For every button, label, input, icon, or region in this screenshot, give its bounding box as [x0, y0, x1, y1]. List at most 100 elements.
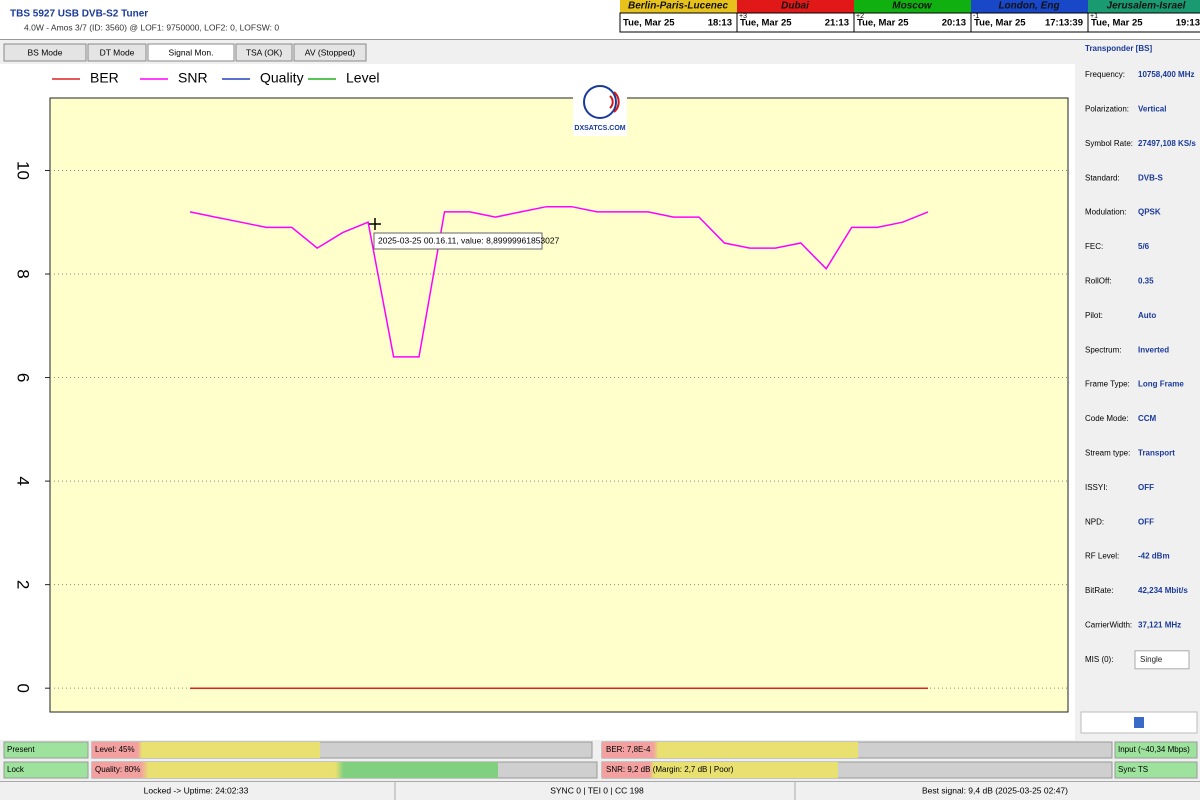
- tab-label[interactable]: AV (Stopped): [305, 47, 356, 57]
- tab[interactable]: [87, 43, 147, 62]
- field-label: ISSYI:: [1085, 483, 1108, 492]
- field-value: 37,121 MHz: [1138, 621, 1181, 630]
- field-label: Frequency:: [1085, 70, 1125, 79]
- field-value: Long Frame: [1138, 380, 1184, 389]
- field-value: Vertical: [1138, 105, 1166, 114]
- clock-header: [971, 0, 1088, 13]
- clock-city: Jerusalem-Israel: [1107, 1, 1186, 12]
- field-label: NPD:: [1085, 517, 1104, 526]
- y-tick-label: 6: [14, 373, 33, 382]
- footer-text: SYNC 0 | TEI 0 | CC 198: [550, 785, 644, 795]
- plot-area: [49, 97, 1069, 713]
- tab-label[interactable]: Signal Mon.: [169, 47, 214, 57]
- app-title: TBS 5927 USB DVB-S2 Tuner: [10, 9, 148, 20]
- field-label: Pilot:: [1085, 311, 1103, 320]
- meter-fill: [602, 742, 858, 758]
- clock-offset: +1: [1090, 13, 1098, 20]
- field-value: OFF: [1138, 517, 1154, 526]
- tab[interactable]: [235, 43, 293, 62]
- status-text: SNR: 9,2 dB (Margin: 2,7 dB | Poor): [606, 765, 734, 774]
- meter-fill: [602, 762, 838, 778]
- panel-bg: [1078, 40, 1200, 740]
- clock-city: Dubai: [781, 1, 809, 12]
- field-label: Stream type:: [1085, 449, 1130, 458]
- tooltip-text: 2025-03-25 00.16.11, value: 8,8999996185…: [378, 235, 560, 245]
- tab-label[interactable]: DT Mode: [100, 47, 135, 57]
- logo-dish: [583, 85, 617, 119]
- field-label: Spectrum:: [1085, 345, 1121, 354]
- y-tick-label: 0: [14, 683, 33, 692]
- plot-series: [189, 205, 929, 689]
- tab[interactable]: [147, 43, 235, 62]
- field-value: Transport: [1138, 449, 1175, 458]
- tab-label[interactable]: TSA (OK): [246, 47, 283, 57]
- clock-date: Tue, Mar 25: [623, 18, 675, 29]
- cursor: [369, 218, 381, 230]
- y-tick-label: 4: [14, 476, 33, 485]
- clock-time: 18:13: [708, 18, 732, 29]
- field-label: Polarization:: [1085, 105, 1129, 114]
- clock-time: 17:13:39: [1045, 18, 1083, 29]
- field-label: Standard:: [1085, 173, 1120, 182]
- clock-offset: -1: [973, 13, 979, 20]
- field-value: 5/6: [1138, 242, 1150, 251]
- status-text: Present: [7, 745, 35, 754]
- field-label: Symbol Rate:: [1085, 139, 1133, 148]
- status-text: Lock: [7, 765, 25, 774]
- legend-label: BER: [90, 70, 119, 86]
- tab-label[interactable]: BS Mode: [28, 47, 63, 57]
- field-value: 0.35: [1138, 277, 1154, 286]
- indicator: [3, 761, 89, 779]
- status-text: Quality: 80%: [95, 765, 140, 774]
- field-value: Auto: [1138, 311, 1156, 320]
- field-label: CarrierWidth:: [1085, 621, 1132, 630]
- field-label: MIS (0):: [1085, 655, 1113, 664]
- legend-label: SNR: [178, 70, 208, 86]
- legend-label: Level: [346, 70, 379, 86]
- tab-bar: BS Mode DT Mode Signal Mon. TSA (OK) AV (Sto…: [3, 43, 367, 62]
- field-value: 42,234 Mbit/s: [1138, 586, 1188, 595]
- clock-date: Tue, Mar 25: [740, 18, 792, 29]
- field-value: CCM: [1138, 414, 1157, 423]
- status-text: BER: 7,8E-4: [606, 745, 651, 754]
- clock-date: Tue, Mar 25: [857, 18, 909, 29]
- logo-signal: [609, 91, 620, 113]
- tab[interactable]: [3, 43, 87, 62]
- tab[interactable]: [293, 43, 367, 62]
- field-label: BitRate:: [1085, 586, 1113, 595]
- clock-time: 21:13: [825, 18, 849, 29]
- tooltip: [373, 232, 543, 250]
- field-label: RollOff:: [1085, 277, 1112, 286]
- field-value: 27497,108 KS/s: [1138, 139, 1196, 148]
- field-label: RF Level:: [1085, 552, 1119, 561]
- status-text: Input (~40,34 Mbps): [1118, 745, 1190, 754]
- field-value: 10758,400 MHz: [1138, 70, 1194, 79]
- status-text: Level: 45%: [95, 745, 135, 754]
- series-line: [189, 205, 929, 358]
- clock-city: Berlin-Paris-Lucenec: [628, 1, 728, 12]
- status-text: Sync TS: [1118, 765, 1148, 774]
- chart: 0 2 4 6 8 10 BER SNR Quality Level 2025-03-25 00.1…: [14, 70, 1068, 693]
- field-value: OFF: [1138, 483, 1154, 492]
- footer-text: Best signal: 9,4 dB (2025-03-25 02:47): [922, 785, 1068, 795]
- clock-city: London, Eng: [998, 1, 1059, 12]
- clock-bar: Berlin-Paris-Lucenec Tue, Mar 25 18:13 Duba…: [619, 0, 1200, 33]
- indicator: [1114, 741, 1198, 759]
- field-value: QPSK: [1138, 208, 1161, 217]
- clock-header: [1088, 0, 1200, 13]
- dropdown[interactable]: [1134, 650, 1190, 670]
- field-value[interactable]: Single: [1140, 655, 1163, 664]
- y-tick-label: 2: [14, 580, 33, 589]
- clock-header: [854, 0, 971, 13]
- clock-date: Tue, Mar 25: [1091, 18, 1143, 29]
- clock-header: [737, 0, 854, 13]
- logo-text: DXSATCS.COM: [574, 125, 625, 132]
- panel-button-icon[interactable]: [1134, 717, 1144, 728]
- indicator: [3, 741, 89, 759]
- status-bar: Present Level: 45% BER: 7,8E-4 Input (~4…: [0, 741, 1200, 800]
- field-label: Frame Type:: [1085, 380, 1130, 389]
- meter-fill: [92, 742, 320, 758]
- app-subtitle: 4.0W - Amos 3/7 (ID: 3560) @ LOF1: 97500…: [24, 22, 279, 32]
